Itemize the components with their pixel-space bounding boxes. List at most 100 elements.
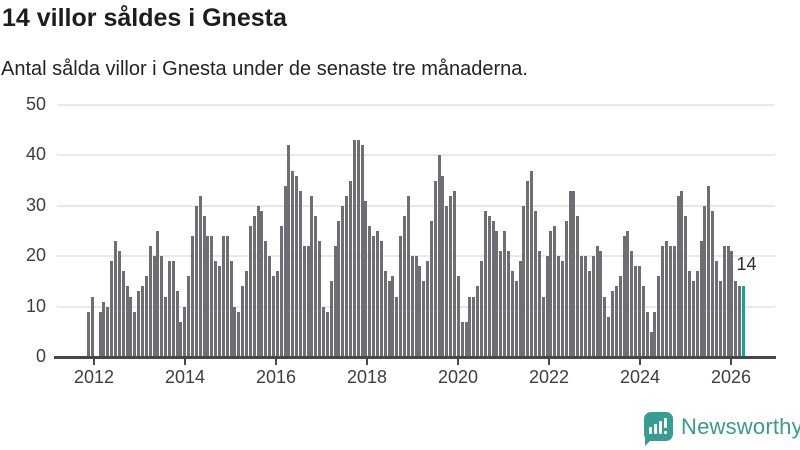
bar <box>626 231 630 357</box>
bar <box>622 236 626 357</box>
bar <box>715 261 719 357</box>
bar <box>726 246 730 357</box>
bar <box>576 215 580 357</box>
bar <box>160 256 164 357</box>
bar <box>279 225 283 357</box>
bar <box>225 236 229 357</box>
bar <box>125 286 129 357</box>
bar <box>144 276 148 357</box>
bar <box>133 311 137 357</box>
bar <box>418 266 422 357</box>
x-axis-line <box>54 356 776 359</box>
bar <box>476 286 480 357</box>
bar <box>480 261 483 357</box>
bar <box>194 205 198 357</box>
bar <box>322 306 326 357</box>
bar <box>522 205 526 357</box>
bar <box>530 170 534 357</box>
bar <box>491 220 495 357</box>
bar <box>387 281 391 357</box>
bar <box>441 175 445 357</box>
bar <box>449 195 453 357</box>
bar <box>541 296 545 357</box>
bar <box>553 225 557 357</box>
bar <box>591 256 595 357</box>
bar <box>464 321 468 357</box>
y-axis-label: 20 <box>25 245 46 266</box>
bar <box>703 205 707 357</box>
bar <box>106 306 110 357</box>
bar <box>506 251 510 357</box>
bar <box>718 281 722 357</box>
bar <box>241 286 245 357</box>
bar <box>672 246 676 357</box>
bar <box>152 256 156 357</box>
bar <box>140 286 144 357</box>
x-axis-label: 2012 <box>73 367 115 387</box>
bar <box>657 276 661 357</box>
x-axis-tick <box>275 359 277 365</box>
bar <box>699 241 703 357</box>
newsworthy-logo[interactable]: Newsworthy <box>644 412 800 446</box>
bar <box>707 185 711 357</box>
bar <box>426 261 430 357</box>
last-value-annotation: 14 <box>736 254 757 275</box>
bar <box>137 291 141 357</box>
bar <box>414 256 418 357</box>
bar <box>360 145 364 357</box>
bar <box>110 261 114 357</box>
bar <box>395 296 399 357</box>
bar <box>518 261 522 357</box>
bar <box>129 296 133 357</box>
bar <box>252 215 256 357</box>
bar <box>560 261 564 357</box>
bar <box>668 246 672 357</box>
x-axis-label: 2022 <box>528 367 570 387</box>
bar <box>634 266 638 357</box>
x-axis-label: 2014 <box>164 367 206 387</box>
gridline-30 <box>57 204 775 207</box>
bar <box>691 281 695 357</box>
bar <box>318 241 322 357</box>
bar <box>730 251 734 357</box>
x-axis-label: 2020 <box>437 367 479 387</box>
bar <box>599 251 603 357</box>
bar <box>306 246 310 357</box>
brand-name: Newsworthy <box>681 413 800 439</box>
bar <box>437 155 441 357</box>
bar <box>688 271 692 357</box>
highlighted-bar <box>742 286 745 357</box>
bar <box>607 316 611 357</box>
bar <box>499 251 503 357</box>
bar <box>410 256 414 357</box>
bar <box>183 306 187 357</box>
bar <box>102 301 106 357</box>
bar <box>229 261 233 357</box>
bar <box>406 195 410 357</box>
bar <box>422 281 426 357</box>
bar <box>325 311 329 357</box>
bar <box>260 210 264 357</box>
bar <box>483 210 487 357</box>
bar <box>680 190 684 357</box>
bar <box>187 276 191 357</box>
bar <box>345 195 349 357</box>
x-axis-label: 2016 <box>255 367 297 387</box>
y-axis-label: 10 <box>25 295 46 316</box>
bar <box>653 311 657 357</box>
bar <box>495 231 499 357</box>
gridline-40 <box>57 154 775 157</box>
bar-chart-speech-bubble-icon <box>644 412 673 446</box>
y-axis-label: 0 <box>35 346 46 366</box>
bar <box>557 256 561 357</box>
bar <box>383 271 387 357</box>
gridline-50 <box>57 104 775 106</box>
bar <box>641 286 645 357</box>
bar <box>333 246 337 357</box>
bar <box>433 180 437 357</box>
y-axis-label: 40 <box>25 144 46 165</box>
bar <box>191 236 195 357</box>
bar <box>445 205 449 357</box>
bar <box>372 236 376 357</box>
bar <box>310 195 314 357</box>
